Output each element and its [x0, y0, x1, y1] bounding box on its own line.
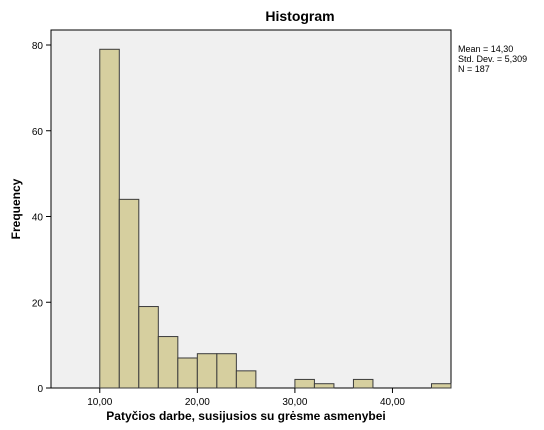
histogram-bar-2 — [138, 306, 159, 389]
histogram-bar-8 — [294, 378, 315, 389]
histogram-bar-7 — [235, 370, 257, 389]
chart-title: Histogram — [265, 8, 334, 24]
histogram-bar-3 — [157, 336, 179, 389]
x-axis-ticks: 10,00 20,00 30,00 40,00 — [87, 388, 405, 408]
histogram-bar-11 — [430, 383, 452, 389]
x-tick-label: 20,00 — [185, 397, 210, 408]
histogram-bar-10 — [352, 378, 374, 389]
histogram-bar-1 — [118, 198, 140, 389]
y-axis-label: Frequency — [9, 178, 23, 239]
bars-group — [99, 48, 452, 389]
x-tick-label: 10,00 — [87, 397, 112, 408]
y-tick-label: 60 — [32, 127, 44, 138]
y-tick-label: 80 — [32, 41, 44, 52]
histogram-bar-6 — [216, 353, 237, 389]
y-tick-label: 20 — [32, 298, 44, 309]
histogram-bar-4 — [177, 357, 198, 389]
y-axis-ticks: 0 20 40 60 80 — [32, 41, 51, 395]
x-tick-label: 30,00 — [282, 397, 307, 408]
histogram-bar-0 — [99, 48, 120, 389]
y-tick-label: 0 — [37, 384, 43, 395]
histogram-bar-5 — [196, 353, 218, 389]
stat-mean: Mean = 14,30 — [458, 44, 513, 54]
histogram-bar-9 — [313, 383, 335, 389]
x-tick-label: 40,00 — [380, 397, 405, 408]
stat-std-dev: Std. Dev. = 5,309 — [458, 54, 527, 64]
y-tick-label: 40 — [32, 213, 44, 224]
stat-n: N = 187 — [458, 64, 490, 74]
x-axis-label: Patyčios darbe, susijusios su grėsme asm… — [106, 409, 385, 423]
